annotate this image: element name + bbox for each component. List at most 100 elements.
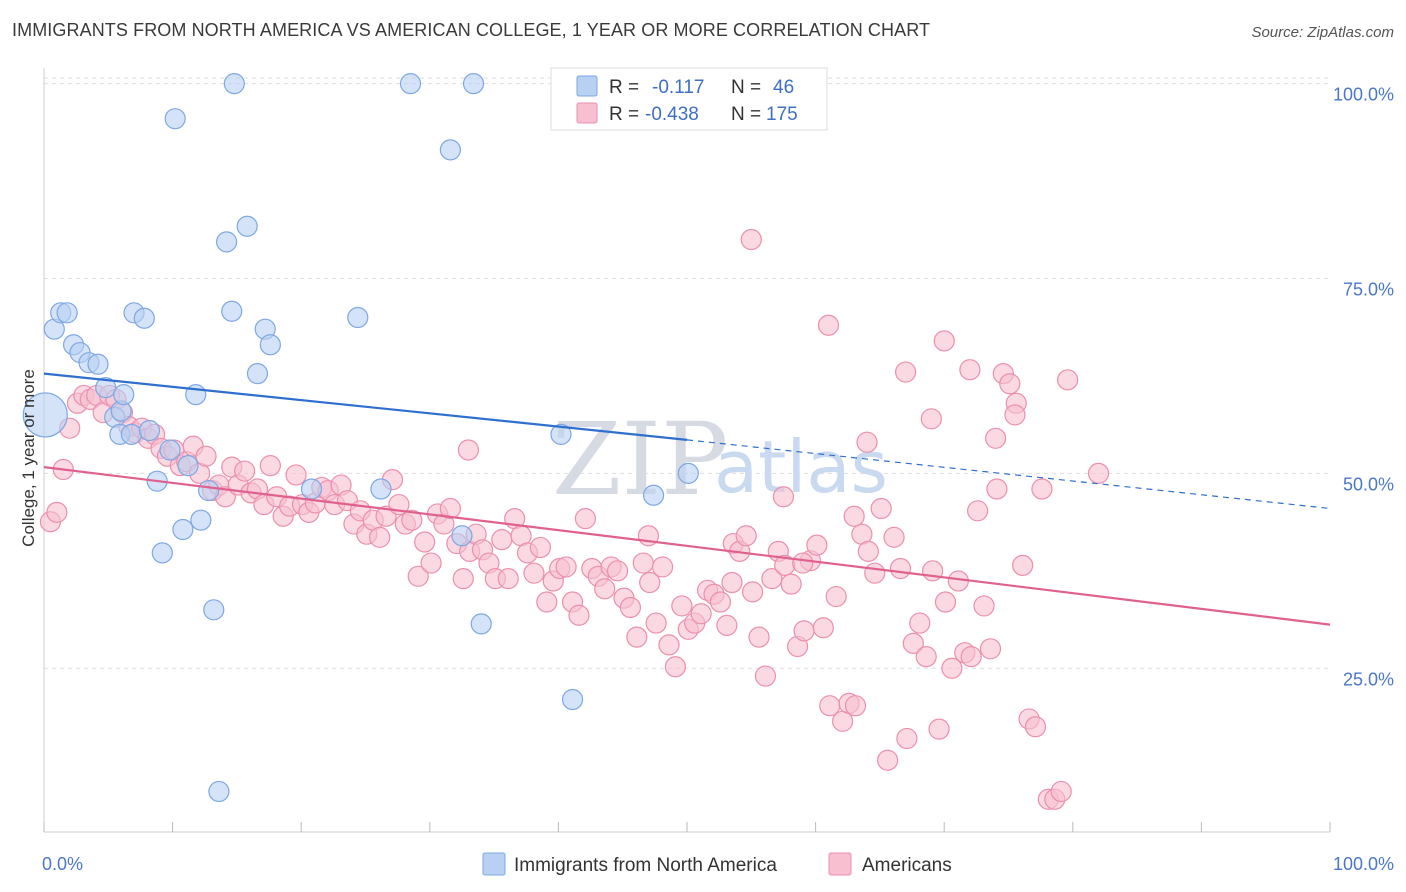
americans-point-76 (529, 536, 551, 559)
trend-lines (43, 372, 1331, 626)
immigrants-point-28 (216, 231, 238, 253)
legend-swatch-americans (576, 102, 598, 124)
americans-point-153 (1024, 716, 1047, 738)
americans-point-108 (735, 525, 757, 547)
americans-point-139 (934, 591, 957, 613)
legend-n-label-americans: N = (731, 104, 761, 125)
americans-point-168 (1087, 462, 1110, 484)
x-tick-labels: 0.0% 100.0% (42, 854, 1394, 874)
americans-point-132 (889, 557, 912, 580)
immigrants-point-19 (159, 439, 181, 461)
americans-point-122 (825, 585, 847, 608)
legend-r-label-americans: R = (609, 104, 639, 125)
americans-point-56 (401, 509, 423, 531)
americans-point-164 (985, 427, 1007, 449)
americans-point-147 (986, 478, 1008, 500)
immigrants-point-8 (95, 377, 117, 399)
americans-point-138 (928, 718, 950, 740)
americans-point-120 (812, 617, 834, 639)
americans-point-64 (452, 568, 474, 590)
immigrants-point-44 (561, 688, 584, 711)
americans-point-160 (817, 314, 840, 336)
americans-point-169 (457, 439, 479, 461)
gridlines (44, 77, 1330, 669)
americans-point-167 (772, 486, 795, 508)
americans-points (39, 228, 1110, 810)
chart-source: Source: ZipAtlas.com (1251, 24, 1394, 41)
americans-point-111 (754, 665, 777, 687)
immigrants-point-40 (451, 525, 473, 547)
immigrants-point-32 (246, 363, 269, 385)
americans-point-133 (896, 727, 918, 750)
americans-point-96 (658, 634, 680, 656)
americans-point-110 (748, 626, 770, 648)
americans-point-119 (806, 534, 828, 556)
immigrants-point-34 (259, 334, 281, 356)
immigrants-point-38 (399, 72, 422, 95)
immigrants-point-31 (236, 215, 258, 237)
x-axis-ticks (43, 822, 1331, 832)
immigrants-points (22, 72, 699, 803)
americans-point-88 (606, 560, 629, 582)
watermark: ZIP atlas (552, 401, 888, 518)
americans-point-34 (259, 454, 281, 477)
americans-point-97 (664, 656, 687, 678)
americans-point-75 (523, 562, 545, 584)
americans-point-83 (574, 508, 597, 530)
immigrants-trend-line (43, 372, 688, 441)
americans-point-128 (864, 562, 886, 584)
series-legend: Immigrants from North America Americans (482, 852, 952, 876)
immigrants-point-35 (300, 478, 323, 500)
immigrants-point-29 (221, 300, 243, 322)
americans-point-30 (234, 460, 256, 482)
immigrants-point-30 (223, 72, 245, 95)
immigrants-point-22 (177, 454, 199, 477)
immigrants-point-18 (151, 542, 173, 564)
immigrants-point-39 (439, 139, 461, 161)
immigrants-point-36 (347, 306, 369, 329)
americans-point-131 (883, 526, 905, 548)
immigrants-point-41 (462, 72, 485, 95)
americans-point-71 (497, 568, 519, 590)
americans-point-117 (793, 620, 815, 642)
legend-swatch-immigrants (576, 75, 598, 97)
americans-point-149 (999, 373, 1021, 395)
americans-point-127 (857, 540, 879, 562)
immigrants-point-24 (190, 509, 212, 531)
americans-point-101 (690, 603, 712, 625)
immigrants-point-45 (642, 484, 665, 506)
americans-point-112 (761, 568, 783, 590)
americans-point-140 (941, 657, 963, 679)
americans-point-90 (619, 596, 642, 619)
americans-point-62 (439, 497, 461, 520)
legend-n-value-immigrants: 46 (773, 77, 794, 98)
americans-point-59 (420, 552, 442, 574)
legend-r-label-immigrants: R = (609, 77, 639, 98)
americans-point-161 (895, 361, 917, 383)
americans-point-98 (671, 595, 693, 617)
correlation-legend: R = -0.117 N = 46 R = -0.438 N = 175 (550, 67, 828, 131)
legend-r-value-americans: -0.438 (645, 104, 699, 125)
americans-point-94 (645, 612, 667, 634)
immigrants-point-13 (120, 423, 143, 446)
americans-point-146 (979, 638, 1002, 660)
americans-point-163 (959, 359, 981, 381)
americans-point-91 (626, 626, 648, 648)
y-tick-label-0: 100.0% (1333, 85, 1394, 105)
americans-point-171 (792, 552, 814, 574)
americans-point-129 (870, 497, 892, 520)
americans-point-58 (414, 531, 436, 553)
y-axis-label: College, 1 year or more (19, 369, 38, 547)
americans-point-24 (195, 445, 217, 467)
immigrants-point-15 (133, 307, 155, 329)
americans-point-144 (967, 500, 989, 522)
immigrants-point-25 (198, 479, 220, 502)
americans-point-105 (716, 614, 738, 637)
immigrants-point-26 (203, 599, 225, 621)
immigrants-point-7 (87, 353, 109, 375)
americans-point-136 (915, 645, 937, 668)
watermark-zip: ZIP (552, 401, 728, 518)
chart-title: IMMIGRANTS FROM NORTH AMERICA VS AMERICA… (12, 20, 931, 40)
immigrants-point-20 (164, 108, 186, 130)
